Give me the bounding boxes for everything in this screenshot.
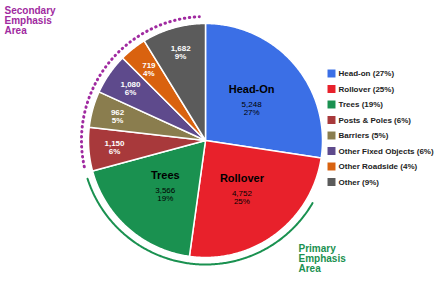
svg-text:1,0806%: 1,0806% (120, 80, 141, 97)
svg-text:Other Roadside (4%): Other Roadside (4%) (339, 162, 418, 171)
svg-text:Head-On: Head-On (229, 83, 275, 95)
svg-text:5,24827%: 5,24827% (242, 100, 263, 117)
svg-text:Trees (19%): Trees (19%) (339, 100, 384, 109)
svg-text:SecondaryEmphasisArea: SecondaryEmphasisArea (5, 5, 57, 36)
svg-text:3,56619%: 3,56619% (155, 186, 176, 203)
svg-text:1,6829%: 1,6829% (171, 44, 192, 61)
svg-text:Rollover: Rollover (220, 172, 265, 184)
svg-text:Other Fixed Objects (6%): Other Fixed Objects (6%) (339, 147, 434, 156)
svg-text:Barriers (5%): Barriers (5%) (339, 131, 389, 140)
svg-text:PrimaryEmphasisArea: PrimaryEmphasisArea (299, 243, 347, 274)
svg-text:Rollover (25%): Rollover (25%) (339, 85, 395, 94)
svg-text:Posts & Poles (6%): Posts & Poles (6%) (339, 116, 412, 125)
svg-text:1,1506%: 1,1506% (104, 139, 125, 156)
svg-text:Other (9%): Other (9%) (339, 178, 380, 187)
svg-text:Head-on (27%): Head-on (27%) (339, 69, 395, 78)
svg-text:Trees: Trees (151, 169, 180, 181)
svg-text:7194%: 7194% (142, 61, 156, 78)
svg-text:4,75225%: 4,75225% (232, 189, 253, 206)
svg-text:9625%: 9625% (111, 108, 125, 125)
